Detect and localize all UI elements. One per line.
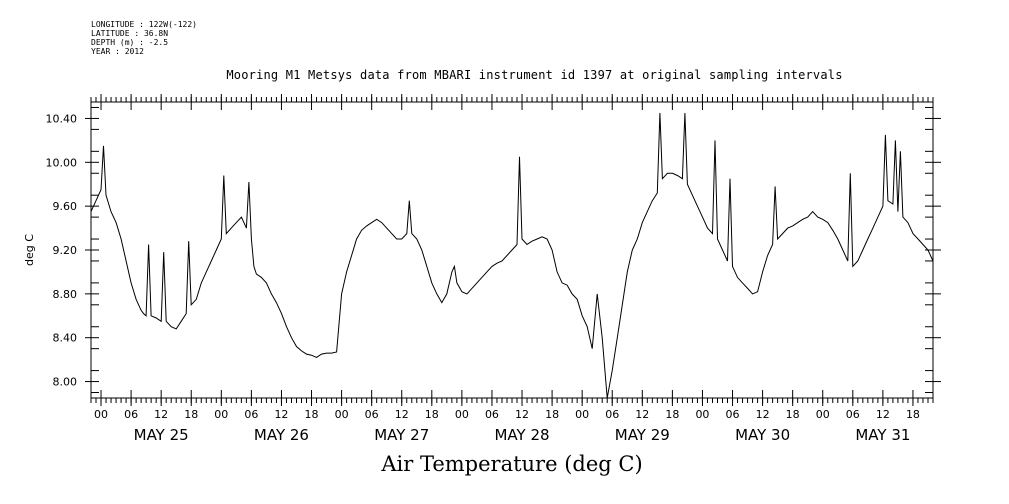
x-tick-label: 12: [756, 408, 770, 421]
y-tick-label: 9.60: [53, 200, 78, 213]
y-tick-label: 9.20: [53, 244, 78, 257]
latitude-label: LATITUDE : 36.8N: [91, 29, 169, 38]
x-tick-label: 18: [665, 408, 679, 421]
x-tick-label: 12: [635, 408, 649, 421]
x-tick-label: 00: [94, 408, 108, 421]
x-tick-label: 06: [846, 408, 860, 421]
x-tick-label: 00: [455, 408, 469, 421]
x-tick-label: 18: [184, 408, 198, 421]
x-tick-label: 00: [335, 408, 349, 421]
x-day-label: MAY 30: [735, 426, 790, 444]
depth-label: DEPTH (m) : -2.5: [91, 38, 169, 47]
x-tick-label: 18: [425, 408, 439, 421]
chart-title: Mooring M1 Metsys data from MBARI instru…: [226, 68, 843, 82]
x-tick-label: 00: [816, 408, 830, 421]
x-day-label: MAY 31: [855, 426, 910, 444]
y-tick-label: 8.80: [53, 288, 78, 301]
x-day-label: MAY 28: [494, 426, 549, 444]
x-day-label: MAY 29: [615, 426, 670, 444]
x-day-label: MAY 25: [134, 426, 189, 444]
y-tick-label: 8.00: [53, 376, 78, 389]
x-tick-label: 18: [545, 408, 559, 421]
y-tick-label: 8.40: [53, 332, 78, 345]
x-tick-label: 00: [695, 408, 709, 421]
year-label: YEAR : 2012: [91, 47, 144, 56]
y-tick-label: 10.00: [46, 156, 78, 169]
x-tick-label: 18: [786, 408, 800, 421]
y-axis-label: deg C: [23, 234, 36, 266]
x-tick-label: 18: [906, 408, 920, 421]
y-tick-label: 10.40: [46, 112, 78, 125]
x-tick-label: 06: [726, 408, 740, 421]
series-line-0: [90, 112, 934, 399]
chart-bottom-title: Air Temperature (deg C): [381, 452, 643, 476]
x-tick-label: 12: [395, 408, 409, 421]
x-tick-label: 18: [305, 408, 319, 421]
x-tick-label: 06: [244, 408, 258, 421]
x-day-label: MAY 26: [254, 426, 309, 444]
x-tick-label: 06: [124, 408, 138, 421]
x-tick-label: 06: [485, 408, 499, 421]
x-tick-label: 00: [575, 408, 589, 421]
x-tick-label: 12: [154, 408, 168, 421]
x-tick-label: 06: [605, 408, 619, 421]
x-tick-label: 06: [365, 408, 379, 421]
longitude-label: LONGITUDE : 122W(-122): [91, 20, 197, 29]
metadata-block: LONGITUDE : 122W(-122) LATITUDE : 36.8N …: [91, 20, 197, 56]
x-day-label: MAY 27: [374, 426, 429, 444]
x-tick-label: 12: [515, 408, 529, 421]
x-tick-label: 12: [274, 408, 288, 421]
x-tick-label: 00: [214, 408, 228, 421]
x-tick-label: 12: [876, 408, 890, 421]
